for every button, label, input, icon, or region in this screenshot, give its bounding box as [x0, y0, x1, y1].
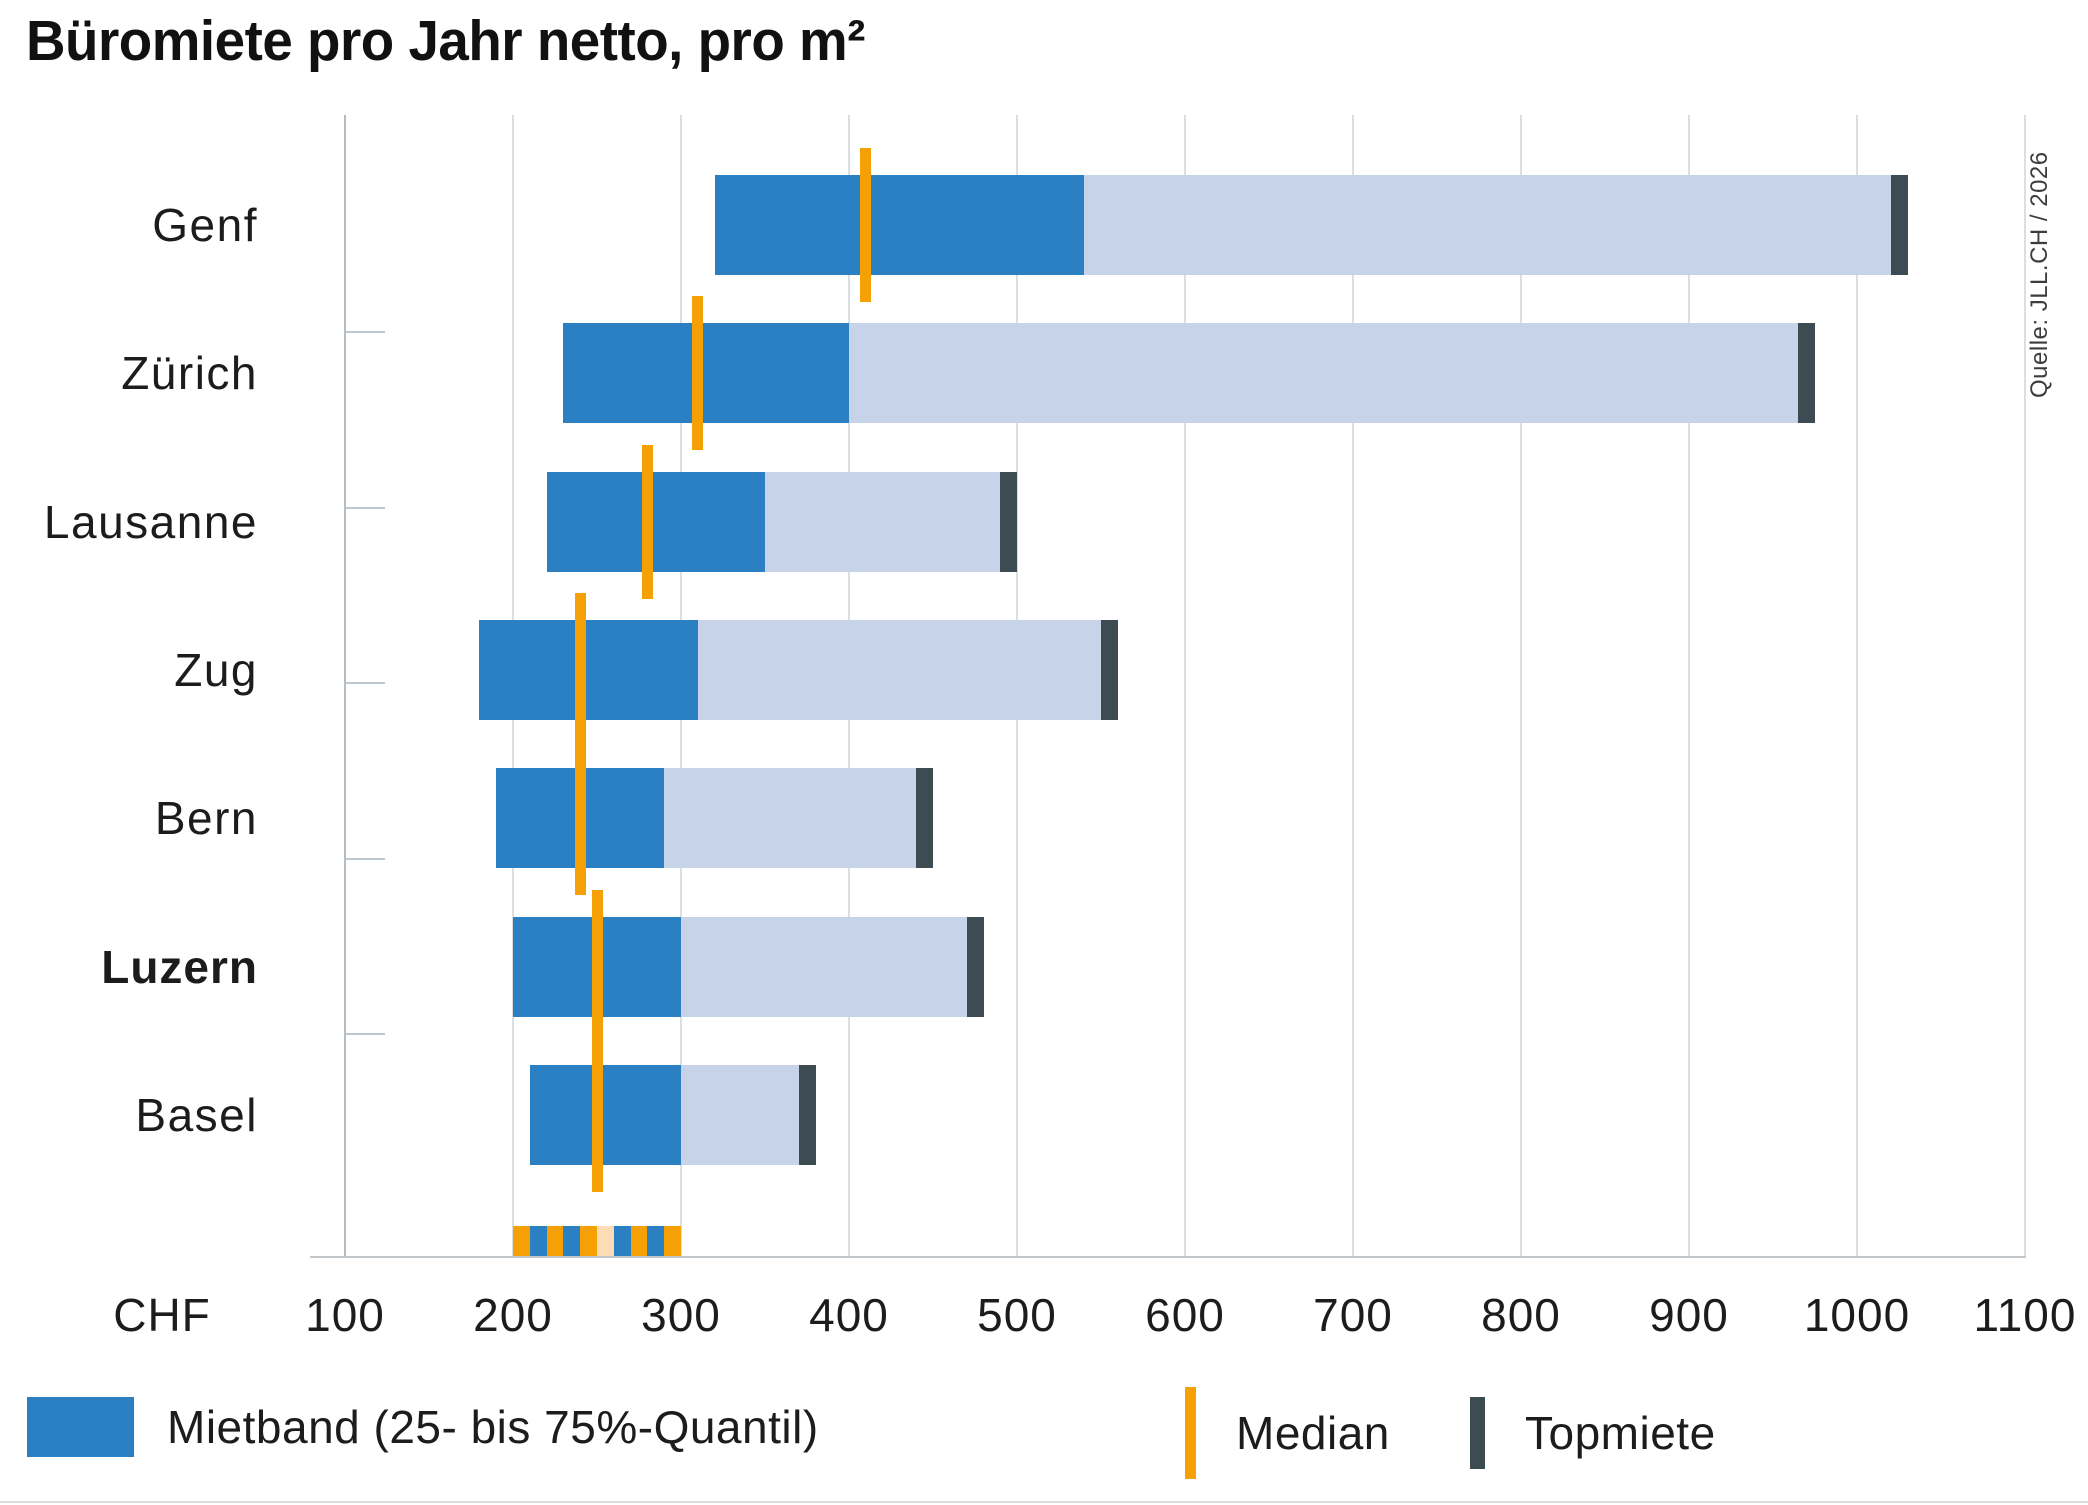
row-label-luzern: Luzern: [101, 940, 258, 993]
footer-stripe-segment-0: [513, 1226, 530, 1257]
footer-stripe-segment-1: [529, 1226, 547, 1257]
range-bar-luzern: [681, 916, 984, 1017]
row-label-zug: Zug: [174, 643, 258, 696]
x-axis-line: [310, 1256, 2026, 1258]
median-marker-bern: [574, 741, 586, 896]
y-axis-tick: [345, 857, 385, 860]
legend-label-mietband: Mietband (25- bis 75%-Quantil): [167, 1401, 819, 1453]
y-axis-tick: [345, 506, 385, 509]
range-bar-genf: [1084, 175, 1908, 275]
footer-stripe-segment-3: [563, 1226, 581, 1257]
footer-stripe-segment-9: [664, 1226, 681, 1257]
x-axis-tick-label-200: 200: [473, 1289, 553, 1341]
chart-title: Büromiete pro Jahr netto, pro m²: [26, 9, 865, 73]
x-axis-tick-label-1100: 1100: [1973, 1289, 2077, 1341]
x-axis-tick-label-800: 800: [1481, 1289, 1561, 1341]
topmiete-marker-lausanne: [1000, 471, 1018, 572]
footer-stripe-segment-2: [546, 1226, 564, 1257]
topmiete-marker-basel: [798, 1064, 816, 1165]
gridline-1100: [2024, 115, 2026, 1257]
band-bar-lausanne: [546, 471, 765, 572]
gridline-900: [1688, 115, 1690, 1257]
topmiete-marker-bern: [916, 768, 934, 869]
legend-item-topmiete: Topmiete: [1470, 1396, 1716, 1470]
footer-stripe-segment-6: [613, 1226, 631, 1257]
gridline-700: [1352, 115, 1354, 1257]
median-marker-genf: [860, 148, 872, 302]
row-label-bern: Bern: [154, 792, 258, 845]
topmiete-swatch: [1470, 1397, 1485, 1469]
band-bar-basel: [529, 1064, 681, 1165]
row-label-zürich: Zürich: [121, 347, 258, 400]
gridline-800: [1520, 115, 1522, 1257]
range-bar-bern: [664, 768, 934, 869]
range-bar-lausanne: [765, 471, 1018, 572]
topmiete-marker-zürich: [1798, 323, 1816, 424]
plot-area: Genf Zürich Lausanne Zug Bern Luzern Basel CHF…: [43, 115, 2077, 1341]
median-marker-lausanne: [641, 444, 653, 599]
row-label-lausanne: Lausanne: [43, 495, 258, 548]
x-axis-unit-label: CHF: [113, 1289, 211, 1341]
band-bar-zürich: [563, 323, 849, 424]
legend-item-median: Median: [1185, 1386, 1390, 1480]
x-axis-tick-label-600: 600: [1145, 1289, 1225, 1341]
x-axis-tick-label-300: 300: [641, 1289, 721, 1341]
median-marker-basel: [591, 1037, 603, 1192]
topmiete-marker-zug: [1100, 619, 1118, 720]
y-axis-tick: [345, 1033, 385, 1035]
row-label-basel: Basel: [135, 1088, 258, 1141]
gridline-1000: [1856, 115, 1858, 1257]
topmiete-marker-luzern: [966, 916, 984, 1017]
footer-stripe-bar: [513, 1226, 681, 1257]
row-label-genf: Genf: [152, 199, 258, 251]
median-marker-zug: [574, 592, 586, 747]
x-axis-tick-label-900: 900: [1649, 1289, 1729, 1341]
gridline-600: [1184, 115, 1186, 1257]
range-bar-zug: [697, 619, 1118, 720]
legend-label-median: Median: [1236, 1407, 1390, 1459]
y-axis-tick: [345, 682, 385, 684]
bottom-divider: [0, 1501, 2088, 1503]
x-axis-tick-label-400: 400: [809, 1289, 889, 1341]
mietband-swatch: [27, 1397, 134, 1457]
legend-item-mietband: Mietband (25- bis 75%-Quantil): [27, 1396, 819, 1458]
topmiete-marker-genf: [1890, 175, 1908, 275]
x-axis-tick-label-100: 100: [305, 1289, 385, 1341]
footer-stripe-segment-5: [596, 1226, 614, 1257]
y-axis-tick: [345, 331, 385, 333]
x-axis-tick-label-500: 500: [977, 1289, 1057, 1341]
median-marker-zürich: [692, 296, 704, 451]
x-axis-tick-label-700: 700: [1313, 1289, 1393, 1341]
legend-label-topmiete: Topmiete: [1525, 1407, 1716, 1459]
gridline-100: [344, 115, 346, 1257]
footer-stripe-segment-8: [647, 1226, 665, 1257]
band-bar-zug: [479, 619, 698, 720]
band-bar-genf: [714, 175, 1085, 275]
x-axis-tick-label-1000: 1000: [1803, 1289, 1911, 1341]
median-marker-luzern: [591, 889, 603, 1044]
footer-stripe-segment-4: [580, 1226, 597, 1257]
range-bar-zürich: [849, 323, 1816, 424]
range-bar-basel: [681, 1064, 816, 1165]
median-swatch: [1185, 1387, 1196, 1479]
footer-stripe-segment-7: [630, 1226, 648, 1257]
